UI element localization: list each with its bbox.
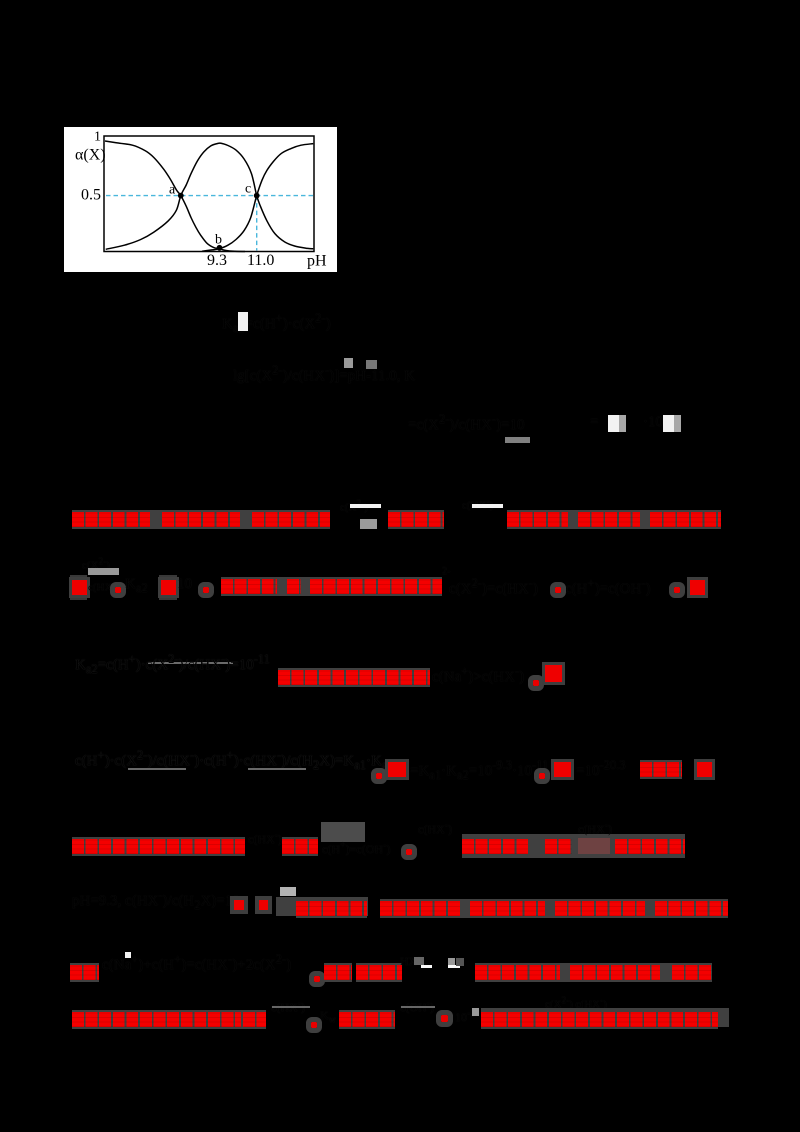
svg-text:α(X): α(X) bbox=[75, 147, 106, 164]
svg-text:0.5: 0.5 bbox=[81, 187, 101, 204]
svg-text:a: a bbox=[169, 183, 176, 198]
svg-text:pH: pH bbox=[307, 253, 327, 270]
svg-text:9.3: 9.3 bbox=[207, 252, 227, 269]
svg-text:1: 1 bbox=[94, 130, 101, 145]
svg-text:c: c bbox=[245, 182, 251, 197]
svg-text:11.0: 11.0 bbox=[247, 252, 274, 269]
svg-text:b: b bbox=[215, 233, 222, 248]
